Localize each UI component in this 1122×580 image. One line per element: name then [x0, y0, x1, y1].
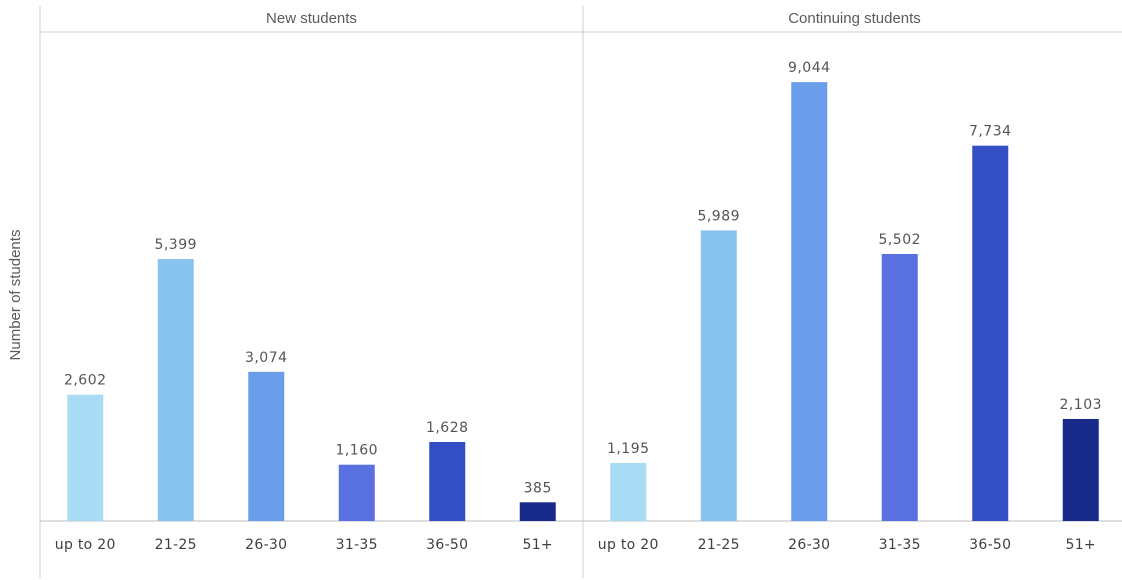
- bar-1-1: [700, 230, 737, 521]
- panel-title-new: New students: [266, 10, 357, 27]
- value-label-1-2: 9,044: [788, 60, 831, 76]
- value-label-1-4: 7,734: [969, 124, 1012, 140]
- value-label-0-5: 385: [524, 480, 552, 496]
- x-tick-label-0-0: up to 20: [55, 537, 116, 553]
- value-label-1-3: 5,502: [878, 232, 921, 248]
- chart-frame: [39, 6, 1122, 578]
- bar-1-3: [881, 254, 918, 521]
- value-label-0-1: 5,399: [154, 237, 197, 253]
- x-tick-label-1-3: 31-35: [879, 537, 921, 553]
- bar-1-4: [972, 145, 1009, 521]
- x-tick-labels: up to 20 21-25 26-30 31-35 36-50 51+ up to 20 2…: [55, 537, 1096, 553]
- bar-0-3: [338, 464, 375, 521]
- x-tick-label-1-2: 26-30: [788, 537, 830, 553]
- bar-0-1: [157, 259, 194, 521]
- value-label-1-5: 2,103: [1059, 397, 1102, 413]
- x-tick-label-1-1: 21-25: [698, 537, 740, 553]
- x-tick-label-1-5: 51+: [1066, 537, 1096, 553]
- value-label-0-3: 1,160: [335, 443, 378, 459]
- panel-titles: New students Continuing students: [266, 10, 921, 27]
- bar-0-5: [519, 502, 556, 521]
- x-tick-label-0-5: 51+: [523, 537, 553, 553]
- x-tick-label-0-4: 36-50: [426, 537, 468, 553]
- value-label-1-0: 1,195: [607, 441, 650, 457]
- x-tick-label-1-0: up to 20: [598, 537, 659, 553]
- x-tick-label-0-3: 31-35: [336, 537, 378, 553]
- value-label-0-0: 2,602: [64, 373, 107, 389]
- value-label-0-2: 3,074: [245, 350, 288, 366]
- bar-0-0: [67, 394, 104, 521]
- y-axis-label: Number of students: [7, 230, 24, 361]
- value-label-1-1: 5,989: [697, 208, 740, 224]
- x-tick-label-0-2: 26-30: [245, 537, 287, 553]
- bar-1-0: [610, 463, 647, 521]
- value-label-0-4: 1,628: [426, 420, 469, 436]
- bars: [67, 82, 1099, 522]
- bar-1-5: [1062, 418, 1099, 521]
- value-labels: 2,602 5,399 3,074 1,160 1,628 385 1,195 5,989 9,…: [64, 60, 1102, 496]
- x-tick-label-0-1: 21-25: [155, 537, 197, 553]
- panel-title-continuing: Continuing students: [788, 10, 921, 27]
- bar-0-4: [429, 441, 466, 521]
- bar-0-2: [248, 371, 285, 521]
- x-tick-label-1-4: 36-50: [969, 537, 1011, 553]
- bar-1-2: [791, 82, 828, 522]
